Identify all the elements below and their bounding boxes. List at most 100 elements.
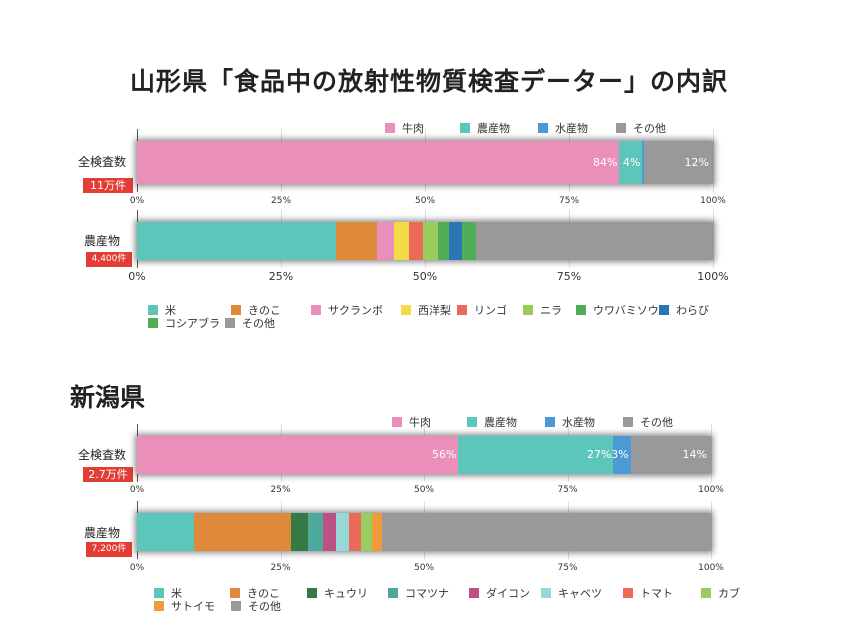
bar-segment-リンゴ — [408, 222, 424, 260]
count-badge: 2.7万件 — [83, 467, 133, 482]
legend-item: ウワバミソウ — [576, 302, 659, 318]
bar-segment-その他 — [382, 513, 711, 551]
legend-item: コシアブラ — [148, 315, 220, 331]
bar-segment-サトイモ — [372, 513, 383, 551]
tick-label: 100% — [697, 270, 729, 283]
tick-label: 75% — [557, 563, 578, 573]
bar-segment-ニラ — [423, 222, 438, 260]
legend-item: コマツナ — [388, 585, 449, 601]
value-label: 84% — [592, 155, 618, 169]
tick-label: 100% — [698, 563, 724, 573]
row-label: 全検査数 — [77, 448, 126, 462]
legend-item: キャベツ — [541, 585, 602, 601]
value-label: 4% — [622, 155, 641, 169]
bar-segment-カブ — [360, 513, 373, 551]
legend-swatch — [392, 417, 402, 427]
section-title-niigata: 新潟県 — [70, 383, 146, 412]
legend-item: 農産物 — [460, 120, 510, 136]
row-label: 全検査数 — [77, 155, 126, 169]
legend-label: ダイコン — [486, 587, 530, 600]
legend-swatch — [154, 588, 164, 598]
bar-segment-キュウリ — [291, 513, 309, 551]
value-label: 56% — [432, 448, 457, 461]
bar-segment-牛肉 — [137, 141, 620, 184]
legend-item: きのこ — [230, 585, 280, 601]
bar-segment-米 — [137, 513, 194, 551]
legend-item: 水産物 — [538, 120, 588, 136]
legend-swatch — [659, 305, 669, 315]
legend-label: 農産物 — [477, 122, 510, 135]
legend-swatch — [231, 601, 241, 611]
gridline — [711, 424, 712, 482]
value-label: 14% — [682, 448, 707, 461]
bar-segment-キャベツ — [336, 513, 350, 551]
legend-item: 米 — [148, 302, 176, 318]
legend-label: 牛肉 — [402, 122, 424, 135]
legend-swatch — [467, 417, 477, 427]
tick-label: 75% — [556, 270, 582, 283]
legend-item: 牛肉 — [385, 120, 424, 136]
legend-item: 水産物 — [545, 414, 595, 430]
row-label: 農産物 — [83, 526, 120, 540]
legend-label: 農産物 — [484, 416, 517, 429]
bar-segment-その他 — [644, 141, 713, 184]
tick-label: 100% — [698, 485, 724, 495]
bar-segment-西洋梨 — [394, 222, 409, 260]
tick-label: 100% — [700, 196, 726, 206]
legend-item: 西洋梨 — [401, 302, 451, 318]
legend-swatch — [469, 588, 479, 598]
stacked-bar — [137, 513, 711, 551]
legend-label: 米 — [171, 587, 182, 600]
legend-label: わらび — [676, 304, 709, 317]
tick-label: 50% — [414, 196, 436, 206]
legend-label: キュウリ — [324, 587, 368, 600]
legend-swatch — [388, 588, 398, 598]
legend-item: カブ — [701, 585, 740, 601]
legend-swatch — [541, 588, 551, 598]
legend-swatch — [401, 305, 411, 315]
legend-label: ニラ — [540, 304, 562, 317]
legend-item: トマト — [623, 585, 673, 601]
legend-swatch — [623, 588, 633, 598]
legend-item: わらび — [659, 302, 709, 318]
bar-segment-水産物 — [642, 141, 645, 184]
count-badge: 7,200件 — [86, 542, 132, 557]
legend-swatch — [307, 588, 317, 598]
value-label: 12% — [684, 155, 709, 169]
legend-swatch — [148, 318, 158, 328]
legend-swatch — [576, 305, 586, 315]
legend-label: トマト — [640, 587, 673, 600]
legend-label: きのこ — [247, 587, 280, 600]
legend-label: ウワバミソウ — [593, 304, 659, 317]
tick-label: 0% — [128, 270, 146, 283]
legend-swatch — [460, 123, 470, 133]
page-title: 山形県「食品中の放射性物質検査データー」の内訳 — [129, 67, 728, 96]
legend-swatch — [231, 305, 241, 315]
gridline — [713, 129, 714, 192]
legend-label: その他 — [242, 317, 275, 330]
bar-segment-コシアブラ — [462, 222, 476, 260]
bar-segment-農産物 — [619, 141, 643, 184]
legend-label: きのこ — [248, 304, 281, 317]
tick-label: 25% — [270, 485, 291, 495]
legend-item: その他 — [623, 414, 673, 430]
legend-label: リンゴ — [474, 304, 507, 317]
legend-label: サクランボ — [328, 304, 383, 317]
legend-item: サクランボ — [311, 302, 383, 318]
stacked-bar: 56% 27% 3% 14% — [137, 436, 711, 474]
legend-item: ダイコン — [469, 585, 530, 601]
legend-item: キュウリ — [307, 585, 368, 601]
legend-label: 牛肉 — [409, 416, 431, 429]
legend-swatch — [545, 417, 555, 427]
gridline — [711, 501, 712, 559]
tick-label: 0% — [129, 196, 145, 206]
legend-swatch — [154, 601, 164, 611]
tick-label: 50% — [413, 485, 435, 495]
legend-swatch — [523, 305, 533, 315]
legend-item: 牛肉 — [392, 414, 431, 430]
legend-swatch — [623, 417, 633, 427]
tick-label: 50% — [413, 563, 435, 573]
legend-label: 水産物 — [555, 122, 588, 135]
value-label: 3% — [611, 448, 629, 461]
row-label: 農産物 — [83, 234, 120, 248]
